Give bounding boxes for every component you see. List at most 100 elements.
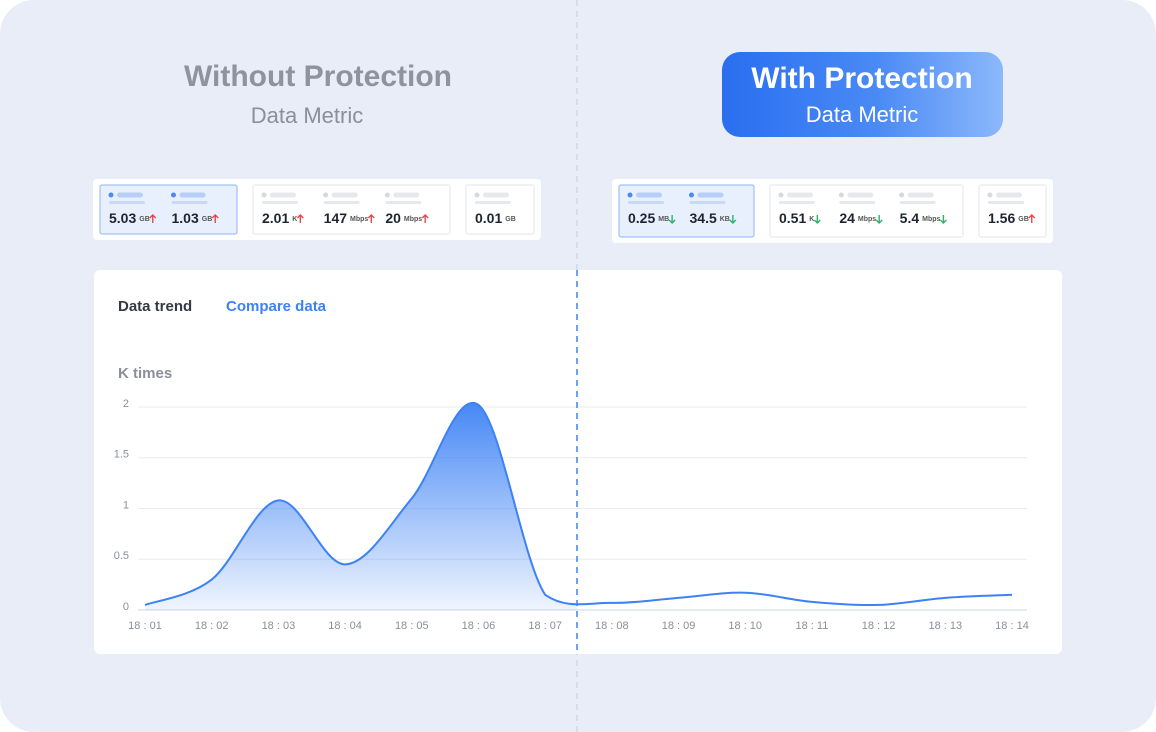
x-tick-label: 18 : 08 (595, 620, 629, 632)
placeholder (779, 201, 815, 204)
metric-value: 2.01 K (262, 210, 297, 226)
trend-arrow (367, 214, 375, 223)
placeholder (907, 192, 934, 198)
metric-number: 34.5 (690, 210, 717, 226)
x-tick-label: 18 : 07 (528, 620, 562, 632)
x-tick-label: 18 : 02 (195, 620, 229, 632)
metric-dot (778, 192, 784, 198)
y-tick-label: 2 (123, 398, 129, 410)
metric-unit: MB (658, 216, 669, 223)
x-tick-label: 18 : 01 (128, 620, 162, 632)
metric-unit: K (292, 216, 297, 223)
placeholder (697, 192, 724, 198)
placeholder (988, 201, 1024, 204)
metric-unit: K (809, 216, 814, 223)
y-tick-label: 1 (123, 499, 129, 511)
metric-dot (987, 192, 993, 198)
metric-value: 0.51 K (779, 210, 814, 226)
tab[interactable]: Compare data (226, 298, 327, 315)
placeholder (483, 192, 509, 198)
trend-arrow (1028, 214, 1036, 223)
metric-unit: GB (139, 216, 150, 223)
placeholder (899, 201, 936, 204)
line (144, 401, 1013, 607)
placeholder (689, 201, 726, 204)
trend-arrow (813, 215, 821, 224)
x-tick-label: 18 : 13 (928, 620, 962, 632)
x-tick-label: 18 : 10 (728, 620, 762, 632)
trend-arrow (296, 214, 304, 223)
active-panel-button[interactable] (722, 52, 1003, 137)
metric-dot (108, 192, 114, 198)
x-tick-label: 18 : 11 (796, 620, 829, 632)
placeholder (270, 192, 296, 198)
chart-card (94, 270, 1062, 654)
placeholder (393, 192, 420, 198)
metric-card (465, 184, 535, 235)
metric-unit: GB (1018, 216, 1029, 223)
trend-arrow (421, 214, 429, 223)
metric-number: 1.56 (988, 210, 1015, 226)
placeholder (179, 192, 206, 198)
metric-number: 0.25 (628, 210, 655, 226)
placeholder (475, 201, 511, 204)
metric-dot (899, 192, 905, 198)
metric-value: 24 Mbps (839, 210, 876, 226)
metric-card (618, 184, 755, 238)
metric-value: 34.5 KB (690, 210, 730, 226)
panel-title: Without Protection (184, 60, 452, 93)
y-tick-label: 0.5 (114, 550, 129, 562)
metric-unit: GB (505, 216, 516, 223)
metric-value: 147 Mbps (324, 210, 369, 226)
metric-dot (627, 192, 633, 198)
placeholder (109, 201, 145, 204)
y-tick-label: 0 (123, 601, 129, 613)
metric-unit: Mbps (922, 216, 940, 223)
metric-value: 1.03 GB (172, 210, 213, 226)
placeholder (117, 192, 143, 198)
metric-number: 5.4 (900, 210, 920, 226)
trend-arrow (668, 215, 676, 224)
metric-value: 5.4 Mbps (900, 210, 941, 226)
metric-unit: Mbps (858, 216, 876, 223)
y-tick-label: 1.5 (114, 449, 129, 461)
x-tick-label: 18 : 05 (395, 620, 429, 632)
metric-number: 5.03 (109, 210, 136, 226)
metric-unit: KB (720, 216, 730, 223)
metric-unit: Mbps (350, 216, 368, 223)
trend-arrow (149, 214, 157, 223)
metric-dot (689, 192, 694, 198)
metric-card (978, 184, 1047, 238)
metric-dot (323, 192, 329, 198)
placeholder (847, 192, 874, 198)
placeholder (628, 201, 664, 204)
tab[interactable]: Data trend (118, 298, 192, 315)
metric-value: 5.03 GB (109, 210, 150, 226)
x-tick-label: 18 : 14 (995, 620, 1029, 632)
area (145, 402, 577, 610)
metric-value: 20 Mbps (385, 210, 422, 226)
y-axis-label: K times (118, 365, 172, 382)
placeholder (385, 201, 422, 204)
panel-subtitle: Data Metric (806, 102, 918, 127)
metric-number: 147 (324, 210, 348, 226)
metric-unit: GB (202, 216, 213, 223)
metric-number: 20 (385, 210, 401, 226)
x-tick-label: 18 : 03 (262, 620, 296, 632)
placeholder (839, 201, 876, 204)
placeholder (787, 192, 813, 198)
trend-arrow (939, 215, 947, 224)
metric-dot (171, 192, 176, 198)
metric-number: 24 (839, 210, 855, 226)
trend-arrow (729, 215, 737, 224)
trend-arrow (875, 215, 883, 224)
metric-dot (838, 192, 844, 198)
placeholder (262, 201, 298, 204)
metric-value: 1.56 GB (988, 210, 1029, 226)
metric-number: 0.51 (779, 210, 806, 226)
panel-subtitle: Data Metric (251, 103, 363, 128)
metric-value: 0.01 GB (475, 210, 516, 226)
metric-number: 0.01 (475, 210, 502, 226)
placeholder (636, 192, 662, 198)
